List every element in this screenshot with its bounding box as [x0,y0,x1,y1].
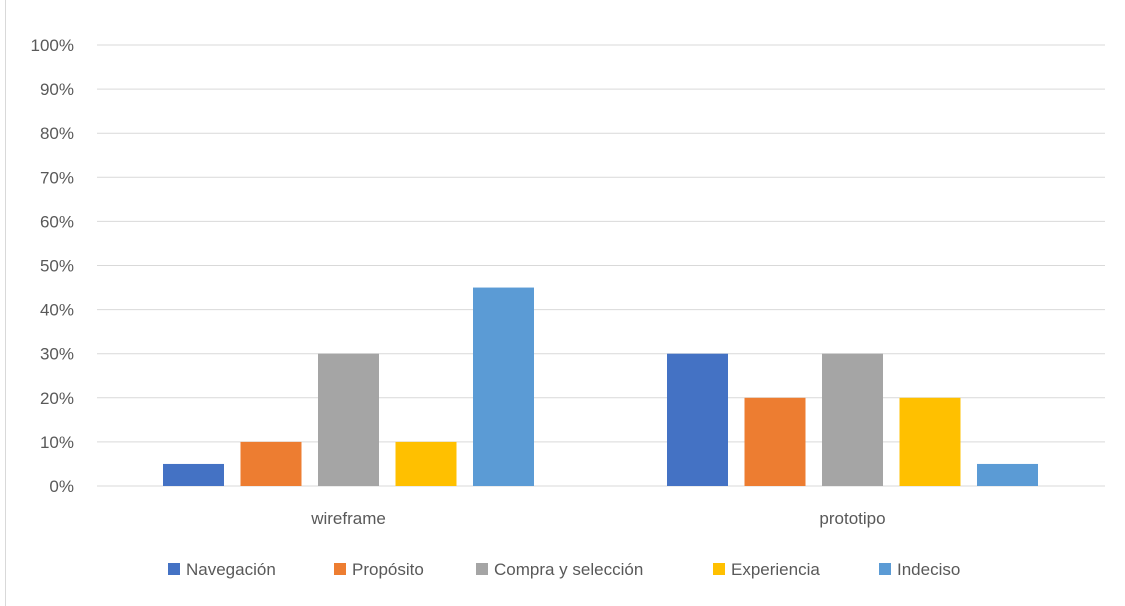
y-tick-label: 50% [40,257,74,276]
legend-swatch [334,563,346,575]
bar-wireframe-1 [240,441,302,486]
legend-swatch [713,563,725,575]
legend-item: Navegación [168,560,276,579]
legend-label: Compra y selección [494,560,643,579]
y-tick-label: 80% [40,124,74,143]
bar-prototipo-4 [977,463,1038,486]
bar-wireframe-2 [318,353,379,486]
y-tick-label: 70% [40,168,74,187]
bar-prototipo-1 [744,397,806,486]
legend-label: Indeciso [897,560,960,579]
legend-swatch [476,563,488,575]
bars [163,287,1038,486]
y-tick-label: 0% [49,477,74,496]
category-label: prototipo [819,509,885,528]
legend-item: Propósito [334,560,424,579]
y-tick-label: 40% [40,301,74,320]
y-axis-tick-labels: 0% 10% 20% 30% 40% 50% 60% 70% 80% 90% 100% [31,36,74,496]
legend-swatch [168,563,180,575]
bar-prototipo-0 [667,353,728,486]
y-tick-label: 100% [31,36,74,55]
legend-item: Compra y selección [476,560,643,579]
bar-prototipo-3 [899,397,961,486]
y-tick-label: 20% [40,389,74,408]
legend: Navegación Propósito Compra y selección Exp… [168,560,960,579]
y-tick-label: 60% [40,212,74,231]
x-axis-category-labels: wireframe prototipo [310,509,885,528]
bar-wireframe-0 [163,463,224,486]
category-label: wireframe [310,509,386,528]
legend-item: Experiencia [713,560,820,579]
legend-label: Experiencia [731,560,820,579]
bar-wireframe-3 [395,441,457,486]
y-tick-label: 10% [40,433,74,452]
legend-swatch [879,563,891,575]
bar-wireframe-4 [473,287,534,486]
y-tick-label: 30% [40,345,74,364]
legend-label: Propósito [352,560,424,579]
legend-item: Indeciso [879,560,960,579]
legend-label: Navegación [186,560,276,579]
chart-frame-border [5,0,6,606]
y-tick-label: 90% [40,80,74,99]
bar-prototipo-2 [822,353,883,486]
